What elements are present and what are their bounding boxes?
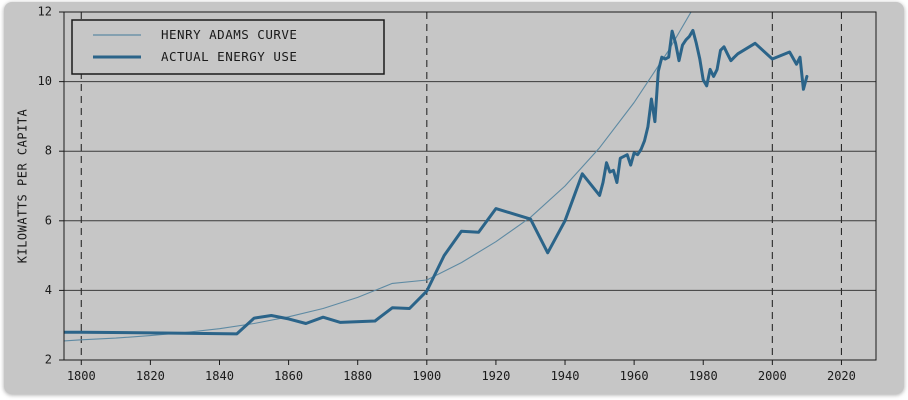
legend-label-henry-adams-curve: HENRY ADAMS CURVE	[161, 27, 297, 42]
energy-chart: 2 4 6 8 10 12 1800 1820 1840 1860 1880 1900 1920 1940…	[16, 5, 877, 384]
axis-layer: 2 4 6 8 10 12 1800 1820 1840 1860 1880 1900 1920 1940…	[38, 5, 856, 384]
series-line-henry-adams-curve	[64, 12, 692, 342]
tick-label-x-1980: 1980	[689, 369, 718, 383]
tick-label-y-6: 6	[45, 213, 52, 227]
grid-layer	[64, 12, 876, 360]
tick-label-y-4: 4	[45, 283, 52, 297]
tick-label-x-1880: 1880	[343, 369, 372, 383]
tick-label-x-1820: 1820	[136, 369, 165, 383]
series-layer	[64, 12, 809, 342]
plot-frame	[63, 11, 877, 361]
tick-label-x-1940: 1940	[551, 369, 580, 383]
tick-label-y-12: 12	[38, 5, 52, 19]
tick-label-x-1920: 1920	[481, 369, 510, 383]
legend-box	[71, 19, 385, 75]
tick-label-x-1860: 1860	[274, 369, 303, 383]
tick-label-y-10: 10	[38, 74, 52, 88]
tick-label-x-2000: 2000	[758, 369, 787, 383]
tick-label-x-1800: 1800	[67, 369, 96, 383]
legend-label-actual-energy-use: ACTUAL ENERGY USE	[161, 49, 297, 64]
tick-label-x-1900: 1900	[412, 369, 441, 383]
tick-label-x-2020: 2020	[827, 369, 856, 383]
legend: HENRY ADAMS CURVE ACTUAL ENERGY USE	[71, 19, 385, 75]
chart-card: 2 4 6 8 10 12 1800 1820 1840 1860 1880 1900 1920 1940…	[4, 2, 904, 394]
y-axis-title: KILOWATTS PER CAPITA	[16, 108, 30, 263]
series-line-actual-energy-use	[64, 28, 809, 336]
tick-label-y-8: 8	[45, 144, 52, 158]
tick-label-x-1960: 1960	[620, 369, 649, 383]
tick-label-y-2: 2	[45, 353, 52, 367]
tick-label-x-1840: 1840	[205, 369, 234, 383]
